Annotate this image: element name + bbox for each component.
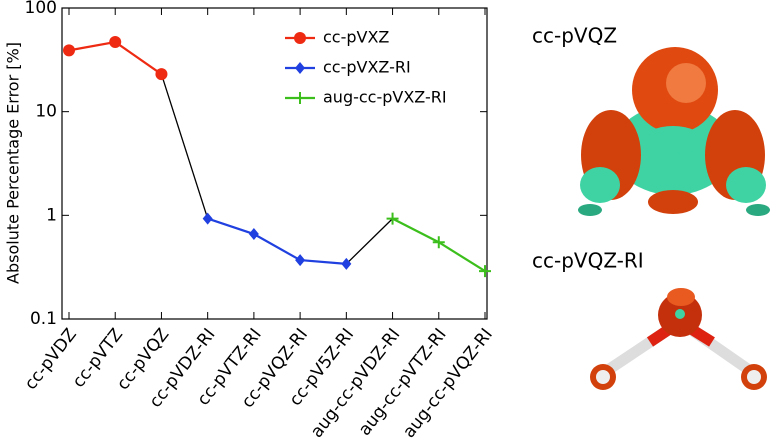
point [479,265,491,278]
point [202,212,213,225]
point [295,254,306,267]
point [341,257,352,270]
legend-label: cc-pVXZ-RI [323,58,411,77]
orbital-image [578,47,770,216]
point [248,228,259,241]
legend-marker [295,62,305,74]
point [109,35,122,48]
point [63,44,75,57]
legend-label: cc-pVXZ [323,28,389,47]
connector-line [345,218,394,265]
y-axis-label: Absolute Percentage Error [%] [4,42,23,284]
image-label: cc-pVQZ [532,24,617,48]
point [386,212,399,225]
y-tick-label: 10 [35,102,57,122]
legend-marker [294,32,306,44]
y-tick-label: 0.1 [30,309,57,329]
y-tick-label: 100 [25,0,57,18]
plot-frame [61,7,488,320]
point [432,236,445,249]
point [155,68,168,81]
legend-label: aug-cc-pVXZ-RI [323,88,447,107]
x-tick-label: cc-pVDZ [21,325,81,394]
series-line [207,217,347,265]
y-tick-label: 1 [46,205,57,225]
connector-line [160,73,209,219]
legend-marker [294,92,306,104]
image-label: cc-pVQZ-RI [532,249,644,273]
orbital-image [590,288,767,390]
